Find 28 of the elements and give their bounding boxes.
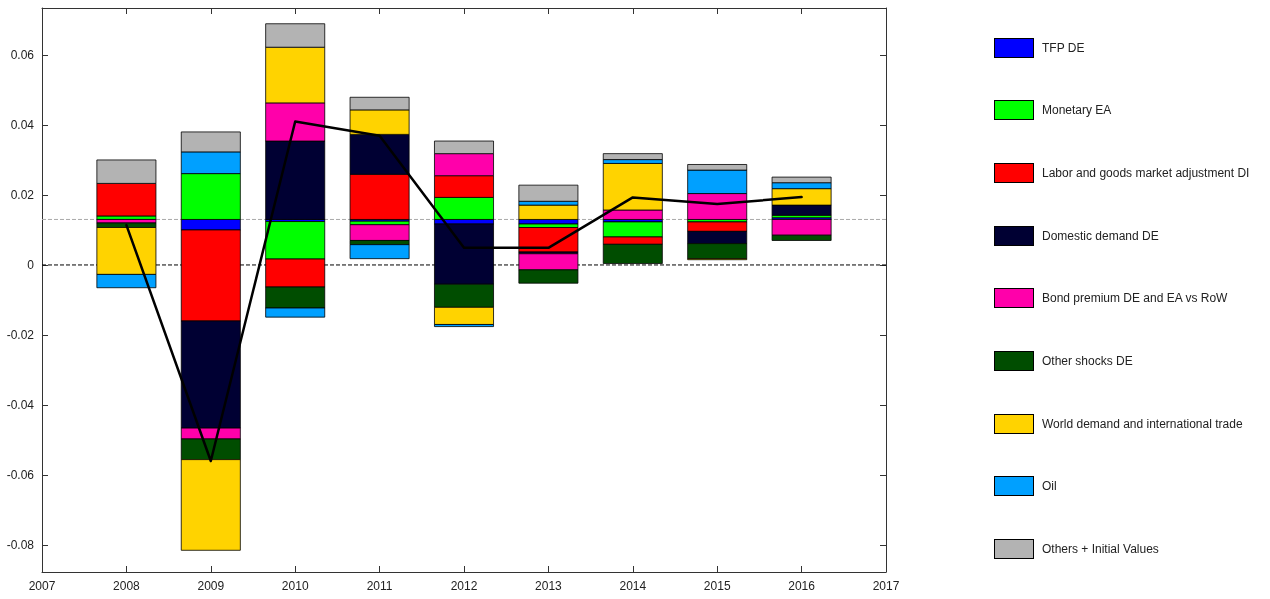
- x-tick-label: 2016: [788, 579, 816, 593]
- x-tick-label: 2015: [703, 579, 731, 593]
- x-tick-label: 2014: [619, 579, 647, 593]
- legend-label: TFP DE: [1042, 40, 1085, 55]
- legend-label: Others + Initial Values: [1042, 542, 1159, 556]
- legend-label: Domestic demand DE: [1042, 228, 1159, 243]
- y-tick-label: -0.02: [6, 327, 35, 342]
- y-tick-label: 0.04: [10, 117, 35, 132]
- legend-label: Other shocks DE: [1042, 353, 1133, 368]
- y-tick-label: -0.08: [6, 538, 35, 553]
- x-tick-label: 2013: [535, 579, 563, 593]
- legend-label: Bond premium DE and EA vs RoW: [1042, 291, 1228, 306]
- legend-label: World demand and international trade: [1042, 416, 1243, 431]
- y-tick-label: 0.06: [10, 47, 35, 62]
- x-tick-label: 2017: [872, 579, 900, 593]
- y-tick-label: -0.06: [6, 468, 35, 483]
- x-tick-label: 2010: [281, 579, 309, 593]
- legend-label: Labor and goods market adjustment DI: [1042, 165, 1250, 180]
- x-tick-label: 2008: [113, 579, 141, 593]
- y-tick-label: 0: [27, 257, 35, 272]
- x-tick-label: 2007: [28, 579, 56, 593]
- x-tick-label: 2011: [366, 579, 393, 593]
- legend-label: Monetary EA: [1042, 103, 1112, 118]
- legend-label: Oil: [1042, 479, 1057, 494]
- x-tick-label: 2012: [450, 579, 478, 593]
- y-tick-label: 0.02: [10, 187, 35, 202]
- y-tick-label: -0.04: [6, 398, 35, 413]
- x-tick-label: 2009: [197, 579, 225, 593]
